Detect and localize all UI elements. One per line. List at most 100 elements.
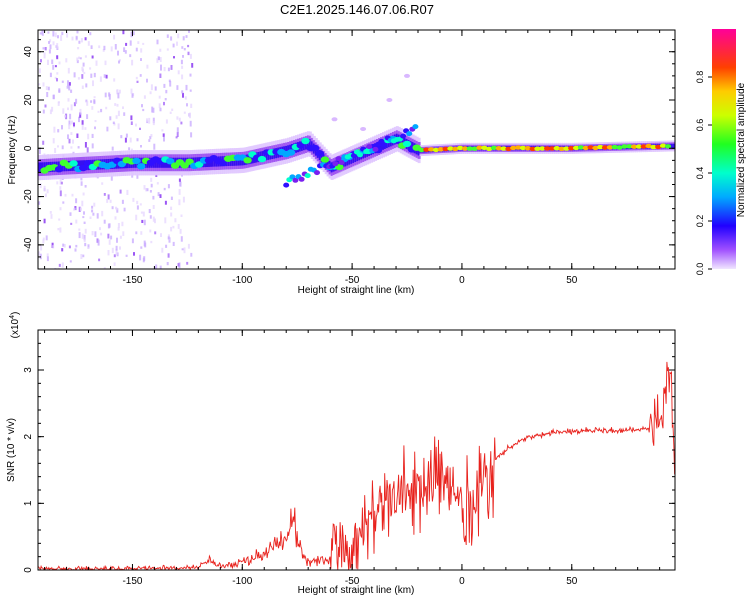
x-tick-label: -100 xyxy=(232,275,252,286)
noise-mark xyxy=(152,107,155,113)
ridge-band xyxy=(263,150,267,161)
noise-mark xyxy=(68,85,71,91)
ridge-core xyxy=(573,145,580,151)
noise-mark xyxy=(80,254,83,259)
noise-mark xyxy=(79,108,82,115)
noise-mark xyxy=(146,118,148,122)
noise-mark xyxy=(115,249,118,255)
noise-mark xyxy=(145,188,148,192)
noise-mark xyxy=(187,44,190,48)
noise-mark xyxy=(77,146,80,149)
noise-mark xyxy=(116,89,119,93)
top-plot-frame xyxy=(37,29,676,270)
noise-mark xyxy=(69,212,72,216)
noise-mark xyxy=(92,212,95,216)
noise-mark xyxy=(139,74,142,77)
ridge-core xyxy=(79,164,88,172)
noise-mark xyxy=(83,211,85,215)
noise-mark xyxy=(166,34,169,38)
noise-mark xyxy=(176,116,179,120)
noise-mark xyxy=(57,35,59,39)
bottom-x-axis-label: Height of straight line (km) xyxy=(298,585,415,596)
noise-mark xyxy=(182,92,184,98)
noise-mark xyxy=(100,232,103,236)
spectral-heatmap xyxy=(38,30,675,269)
noise-mark xyxy=(114,216,117,220)
noise-mark xyxy=(161,247,164,253)
noise-mark xyxy=(113,34,116,40)
noise-mark xyxy=(183,247,186,254)
noise-mark xyxy=(115,245,118,251)
ridge-core xyxy=(597,144,604,150)
noise-mark xyxy=(159,57,162,62)
noise-mark xyxy=(98,45,101,49)
noise-mark xyxy=(125,133,128,138)
noise-mark xyxy=(42,82,45,87)
ridge-band xyxy=(401,136,405,147)
noise-mark xyxy=(130,148,133,152)
noise-mark xyxy=(97,239,100,246)
top-axes: -150 -100 -50 0 50 -40 -20 0 20 40 xyxy=(23,30,675,286)
noise-mark xyxy=(148,117,151,124)
noise-mark xyxy=(189,112,191,119)
noise-mark xyxy=(105,106,108,110)
noise-mark xyxy=(160,233,162,237)
ridge-core xyxy=(243,157,252,164)
x-tick-label: -50 xyxy=(345,576,360,587)
noise-mark xyxy=(83,234,86,241)
y-multiplier-prefix: (x10 xyxy=(10,318,21,338)
noise-mark xyxy=(121,221,124,227)
noise-mark xyxy=(61,262,64,268)
noise-mark xyxy=(70,104,73,111)
noise-mark xyxy=(57,267,60,269)
secondary-streak xyxy=(406,131,413,137)
ridge-band xyxy=(164,157,168,168)
noise-mark xyxy=(164,200,167,205)
noise-mark xyxy=(52,41,55,46)
noise-mark xyxy=(176,132,179,137)
noise-mark xyxy=(69,260,72,263)
secondary-streak xyxy=(350,153,357,159)
noise-mark xyxy=(189,53,192,59)
noise-mark xyxy=(158,103,161,108)
noise-mark xyxy=(118,60,120,64)
chart-title: C2E1.2025.146.07.06.R07 xyxy=(280,2,434,17)
noise-mark xyxy=(45,235,48,241)
noise-mark xyxy=(49,72,52,78)
y-tick-label: -20 xyxy=(23,189,34,204)
ridge-core xyxy=(635,144,643,149)
ridge-core xyxy=(461,146,469,151)
noise-mark xyxy=(179,228,182,234)
ridge-core xyxy=(219,159,228,167)
noise-mark xyxy=(125,254,128,257)
y-tick-label: 0 xyxy=(23,145,34,151)
ridge-core xyxy=(505,146,512,152)
noise-mark xyxy=(171,108,174,111)
noise-mark xyxy=(146,64,149,69)
noise-mark xyxy=(66,32,69,38)
noise-mark xyxy=(167,184,170,189)
noise-mark xyxy=(150,183,153,188)
noise-mark xyxy=(71,193,74,197)
noise-mark xyxy=(54,148,57,153)
noise-mark xyxy=(136,205,139,210)
noise-mark xyxy=(82,192,85,196)
noise-mark xyxy=(62,108,65,114)
colorbar-tick-label: 0.2 xyxy=(695,215,705,228)
noise-mark xyxy=(83,221,86,224)
ridge-core xyxy=(137,163,146,170)
ridge-core xyxy=(544,146,551,151)
ridge-core xyxy=(69,160,78,167)
bottom-axes: -150 -100 -50 0 50 0 1 2 3 xyxy=(23,330,675,587)
noise-mark xyxy=(121,199,124,204)
noise-mark xyxy=(159,194,162,198)
ridge-band xyxy=(40,162,43,173)
noise-mark xyxy=(179,181,182,187)
ridge-band xyxy=(326,158,330,169)
noise-mark xyxy=(169,111,172,114)
noise-mark xyxy=(74,248,77,252)
ridge-band xyxy=(38,162,41,173)
noise-mark xyxy=(70,222,73,225)
noise-mark xyxy=(96,213,99,219)
ridge-core xyxy=(54,166,64,173)
